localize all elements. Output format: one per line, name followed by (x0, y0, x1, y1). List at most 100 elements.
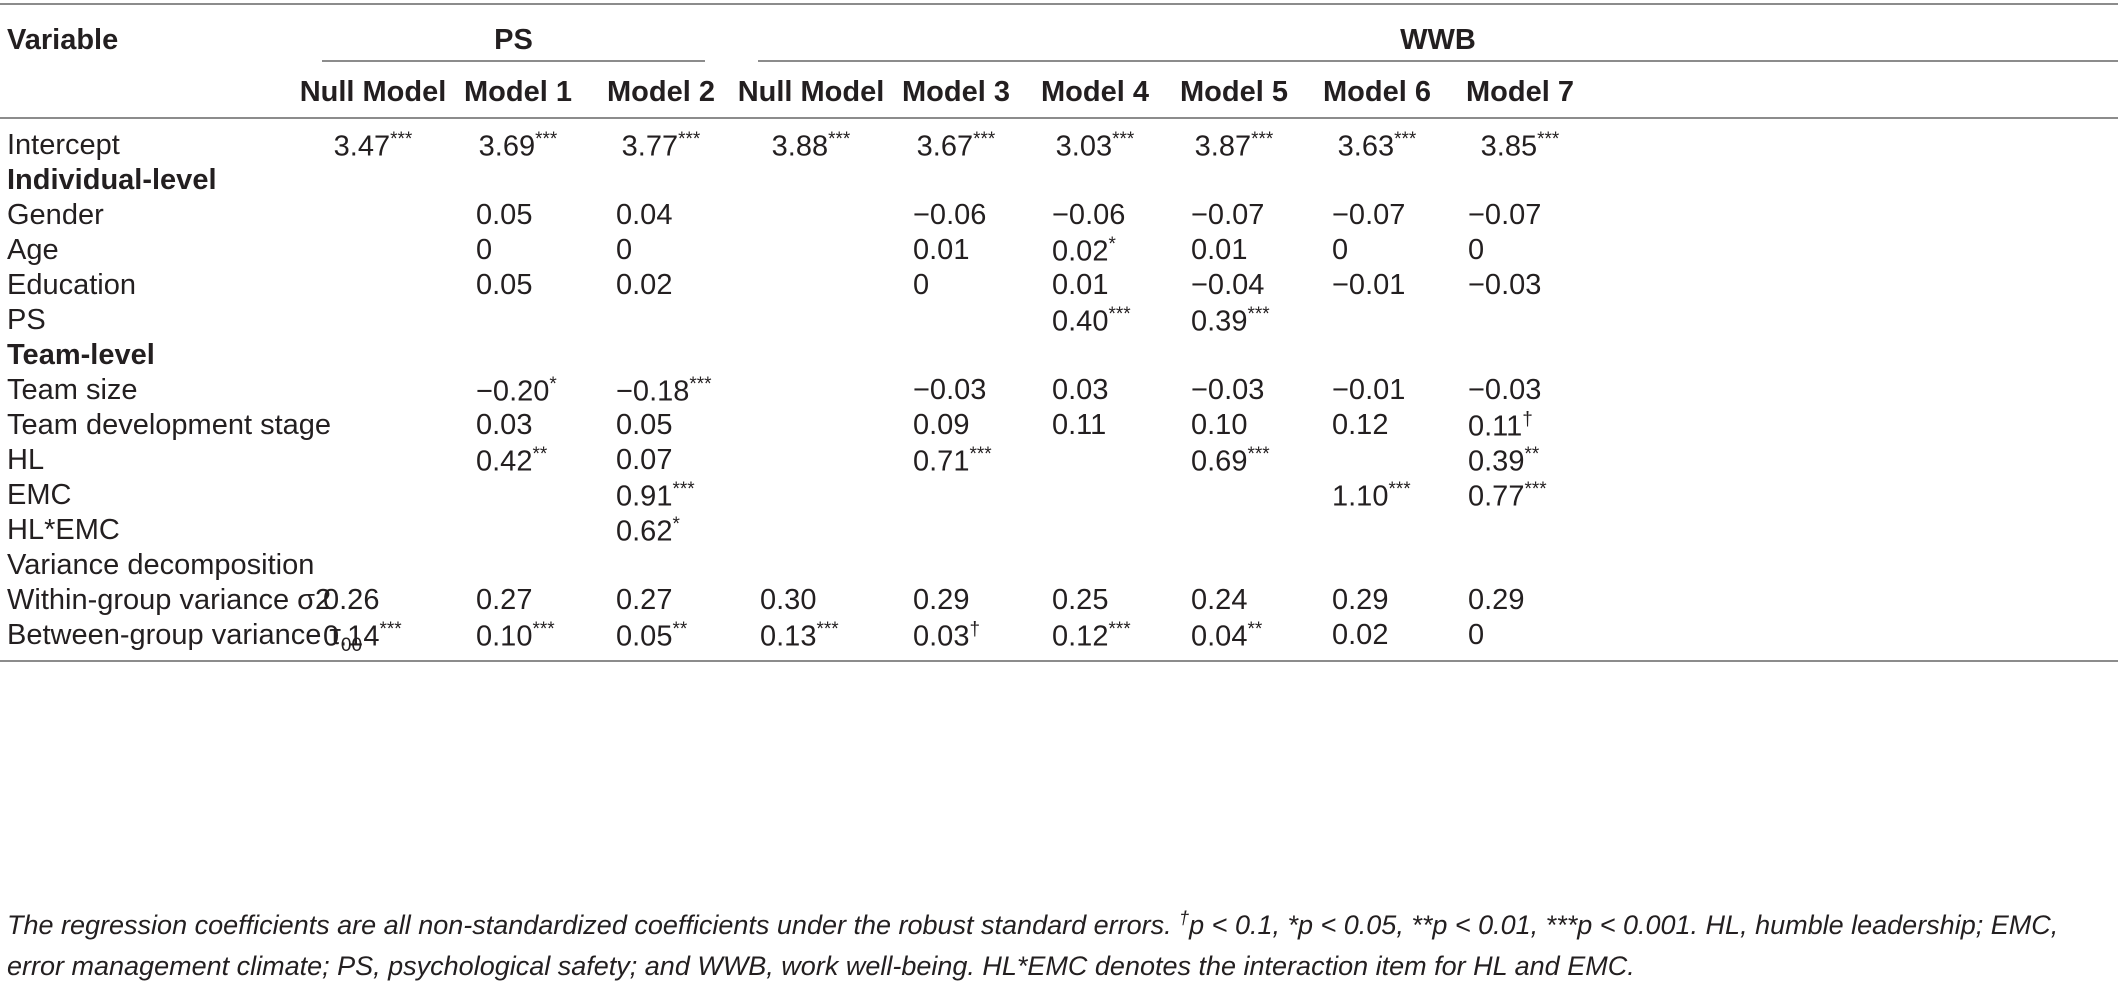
table-cell: 0 (476, 234, 493, 266)
table-cell: 3.85*** (1480, 129, 1560, 163)
table-cell: −0.07 (1332, 199, 1406, 231)
table-cell: 0.03† (913, 619, 981, 653)
table-cell: 0 (913, 269, 930, 301)
table-cell: −0.20* (476, 374, 557, 408)
model-header: Model 3 (902, 76, 1010, 108)
table-cell: −0.07 (1468, 199, 1542, 231)
table-cell: 0.01 (913, 234, 970, 266)
table-cell: −0.06 (913, 199, 987, 231)
table-cell: 0.05 (616, 409, 673, 441)
table-cell: 0.01 (1191, 234, 1248, 266)
table-cell: 0.27 (476, 584, 533, 616)
table-cell: 0.11† (1468, 409, 1533, 443)
table-bottom-rule (0, 660, 2118, 662)
table-cell: −0.06 (1052, 199, 1126, 231)
table-cell: 3.69*** (478, 129, 558, 163)
table-cell: −0.01 (1332, 374, 1406, 406)
model-header: Model 6 (1323, 76, 1431, 108)
header-bottom-rule (0, 117, 2118, 119)
model-header: Null Model (299, 76, 447, 108)
table-cell: 0.69*** (1191, 444, 1270, 478)
table-cell: 0.09 (913, 409, 970, 441)
table-cell: 0.04** (1191, 619, 1263, 653)
table-cell: 0.05 (476, 199, 533, 231)
table-cell: 0.02 (1332, 619, 1389, 651)
table-cell: 0.05** (616, 619, 688, 653)
table-cell: 3.88*** (771, 129, 851, 163)
table-cell: 0.04 (616, 199, 673, 231)
table-cell: 0.11 (1052, 409, 1107, 441)
row-label: Team size (7, 374, 138, 406)
table-cell: 0.42** (476, 444, 548, 478)
row-label: PS (7, 304, 46, 336)
table-cell: 0.29 (1332, 584, 1389, 616)
row-label: Variance decomposition (7, 549, 315, 581)
table-cell: 0 (1468, 234, 1485, 266)
table-cell: 0.01 (1052, 269, 1109, 301)
row-label: Within-group variance σ2 (7, 584, 332, 616)
table-cell: 0.30 (760, 584, 817, 616)
table-cell: −0.01 (1332, 269, 1406, 301)
table-cell: 3.63*** (1337, 129, 1417, 163)
table-cell: 0.26 (323, 584, 380, 616)
row-label: Between-group variance τ00 (7, 619, 363, 656)
table-cell: 0.10 (1191, 409, 1248, 441)
table-cell: −0.04 (1191, 269, 1265, 301)
group-header-ps: PS (494, 24, 533, 56)
table-cell: 0.13*** (760, 619, 839, 653)
table-cell: 3.47*** (333, 129, 413, 163)
row-label: Team development stage (7, 409, 332, 441)
table-cell: 3.87*** (1194, 129, 1274, 163)
model-header: Model 5 (1180, 76, 1288, 108)
table-cell: 0 (1468, 619, 1485, 651)
table-cell: 0.12*** (1052, 619, 1131, 653)
row-label: Gender (7, 199, 104, 231)
table-cell: 0.77*** (1468, 479, 1547, 513)
table-cell: −0.03 (1468, 269, 1542, 301)
table-footnote: The regression coefficients are all non-… (7, 898, 2111, 987)
table-cell: 0.39** (1468, 444, 1540, 478)
table-cell: 0.62* (616, 514, 680, 548)
table-cell: 0.71*** (913, 444, 992, 478)
table-cell: −0.03 (1191, 374, 1265, 406)
table-cell: 0.02 (616, 269, 673, 301)
table-cell: 0.40*** (1052, 304, 1131, 338)
table-cell: 0.02* (1052, 234, 1116, 268)
model-header: Model 7 (1466, 76, 1574, 108)
table-top-rule (0, 3, 2118, 5)
table-cell: 0.39*** (1191, 304, 1270, 338)
table-cell: 0.10*** (476, 619, 555, 653)
table-cell: 0.24 (1191, 584, 1248, 616)
table-cell: 3.03*** (1055, 129, 1135, 163)
table-cell: 0.91*** (616, 479, 695, 513)
model-header: Null Model (737, 76, 885, 108)
table-cell: 3.67*** (916, 129, 996, 163)
table-cell: 0.29 (913, 584, 970, 616)
table-cell: −0.07 (1191, 199, 1265, 231)
table-cell: 0.12 (1332, 409, 1389, 441)
table-cell: −0.03 (1468, 374, 1542, 406)
table-cell: 0.07 (616, 444, 673, 476)
row-label: Team-level (7, 339, 155, 371)
row-label: HL*EMC (7, 514, 120, 546)
column-header-variable: Variable (7, 24, 119, 56)
model-header: Model 2 (607, 76, 715, 108)
footnote-text: The regression coefficients are all non-… (7, 908, 2059, 981)
table-cell: 0.14*** (323, 619, 402, 653)
wwb-group-rule (758, 60, 2118, 62)
table-cell: 0.03 (1052, 374, 1109, 406)
table-cell: −0.03 (913, 374, 987, 406)
table-cell: 0.25 (1052, 584, 1109, 616)
table-cell: 0 (1332, 234, 1349, 266)
table-cell: 1.10*** (1332, 479, 1411, 513)
group-header-wwb: WWB (1400, 24, 1476, 56)
row-label: Age (7, 234, 59, 266)
row-label: HL (7, 444, 45, 476)
table-cell: 3.77*** (621, 129, 701, 163)
row-label: Education (7, 269, 136, 301)
row-label: Intercept (7, 129, 120, 161)
model-header: Model 4 (1041, 76, 1149, 108)
ps-group-rule (322, 60, 705, 62)
table-cell: −0.18*** (616, 374, 712, 408)
